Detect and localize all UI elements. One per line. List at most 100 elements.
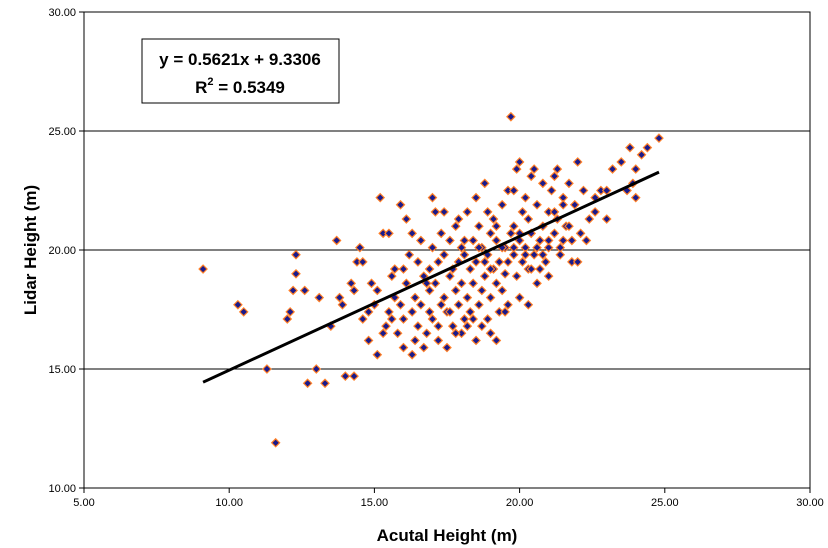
data-point-20 [349, 285, 359, 296]
data-point-173 [445, 307, 455, 317]
data-point-94 [479, 271, 490, 282]
data-point-11 [302, 378, 313, 389]
data-point-93 [479, 178, 490, 189]
data-point-35 [389, 264, 400, 274]
data-point-174 [453, 214, 464, 224]
data-point-147 [569, 199, 580, 210]
data-point-56 [427, 242, 438, 253]
data-point-60 [433, 257, 444, 267]
data-point-125 [523, 214, 534, 224]
data-point-41 [401, 214, 412, 224]
data-point-178 [482, 207, 493, 217]
data-point-73 [450, 221, 461, 232]
data-point-191 [581, 235, 592, 246]
data-point-87 [471, 335, 481, 346]
data-point-214 [532, 242, 542, 253]
data-point-107 [497, 285, 508, 296]
y-tick-label-3: 25.00 [48, 126, 76, 138]
data-point-102 [491, 278, 502, 289]
data-point-52 [418, 342, 429, 353]
data-point-43 [404, 249, 415, 260]
data-point-184 [529, 164, 539, 174]
data-point-53 [421, 328, 432, 339]
x-tick-label-5: 30.00 [796, 497, 824, 509]
data-point-27 [372, 285, 383, 296]
data-point-47 [413, 321, 423, 332]
data-point-84 [465, 307, 476, 317]
data-point-112 [506, 228, 516, 239]
data-point-185 [535, 264, 545, 274]
data-point-38 [395, 199, 406, 210]
data-point-9 [291, 249, 301, 260]
data-point-186 [543, 271, 554, 282]
data-point-23 [357, 257, 368, 267]
data-point-160 [630, 164, 641, 174]
data-point-63 [436, 228, 447, 239]
data-point-66 [442, 342, 452, 353]
data-point-150 [578, 185, 589, 196]
data-point-145 [564, 178, 574, 189]
data-point-148 [572, 157, 583, 167]
data-point-154 [601, 185, 612, 196]
y-axis-ticks: 10.00 15.00 20.00 25.00 30.00 [48, 7, 84, 495]
data-point-138 [549, 228, 560, 239]
data-point-196 [363, 307, 374, 317]
data-point-143 [558, 235, 569, 246]
data-point-95 [482, 314, 493, 324]
data-point-89 [474, 299, 484, 310]
data-point-46 [410, 292, 420, 303]
data-point-29 [375, 192, 386, 203]
data-point-31 [381, 321, 391, 332]
data-point-106 [497, 199, 508, 210]
x-tick-label-4: 25.00 [651, 497, 679, 509]
data-point-88 [471, 257, 481, 267]
data-point-62 [436, 299, 447, 310]
data-point-141 [555, 249, 566, 260]
data-point-14 [320, 378, 330, 389]
data-point-82 [462, 207, 473, 217]
data-point-12 [311, 364, 322, 374]
data-point-189 [564, 221, 574, 232]
data-point-199 [424, 307, 435, 317]
data-point-39 [398, 314, 409, 324]
y-tick-label-4: 30.00 [48, 7, 76, 19]
data-point-215 [537, 249, 548, 260]
data-point-32 [384, 307, 394, 317]
x-tick-label-1: 10.00 [215, 497, 243, 509]
data-point-33 [384, 228, 394, 239]
data-point-83 [465, 264, 476, 274]
data-point-180 [500, 307, 510, 317]
data-point-166 [378, 328, 388, 339]
data-point-69 [445, 235, 455, 246]
data-point-164 [346, 278, 357, 289]
data-point-139 [552, 164, 563, 174]
data-point-190 [572, 257, 583, 267]
x-tick-label-3: 20.00 [506, 497, 534, 509]
data-point-86 [468, 278, 478, 289]
data-point-111 [503, 299, 513, 310]
data-point-132 [537, 178, 548, 189]
x-axis-title: Acutal Height (m) [377, 526, 518, 545]
data-point-16 [331, 235, 342, 246]
data-point-127 [526, 171, 537, 182]
data-point-105 [494, 257, 505, 267]
data-point-129 [532, 199, 542, 210]
data-point-201 [450, 328, 461, 339]
data-point-97 [485, 228, 496, 239]
r-squared-text: R2 = 0.5349 [195, 76, 285, 97]
data-point-137 [546, 185, 557, 196]
x-axis-ticks: 5.00 10.00 15.00 20.00 25.00 30.00 [73, 488, 824, 509]
data-point-8 [291, 268, 301, 279]
data-point-71 [447, 321, 458, 332]
data-point-45 [407, 349, 418, 360]
equation-text: y = 0.5621x + 9.3306 [159, 50, 321, 69]
data-point-81 [462, 292, 473, 303]
data-point-76 [456, 278, 467, 289]
data-point-204 [474, 242, 484, 253]
data-point-85 [468, 235, 478, 246]
data-point-54 [424, 264, 435, 274]
equation-box-frame [141, 38, 340, 104]
data-point-218 [558, 199, 569, 210]
data-point-136 [543, 242, 554, 253]
data-point-156 [616, 157, 627, 167]
